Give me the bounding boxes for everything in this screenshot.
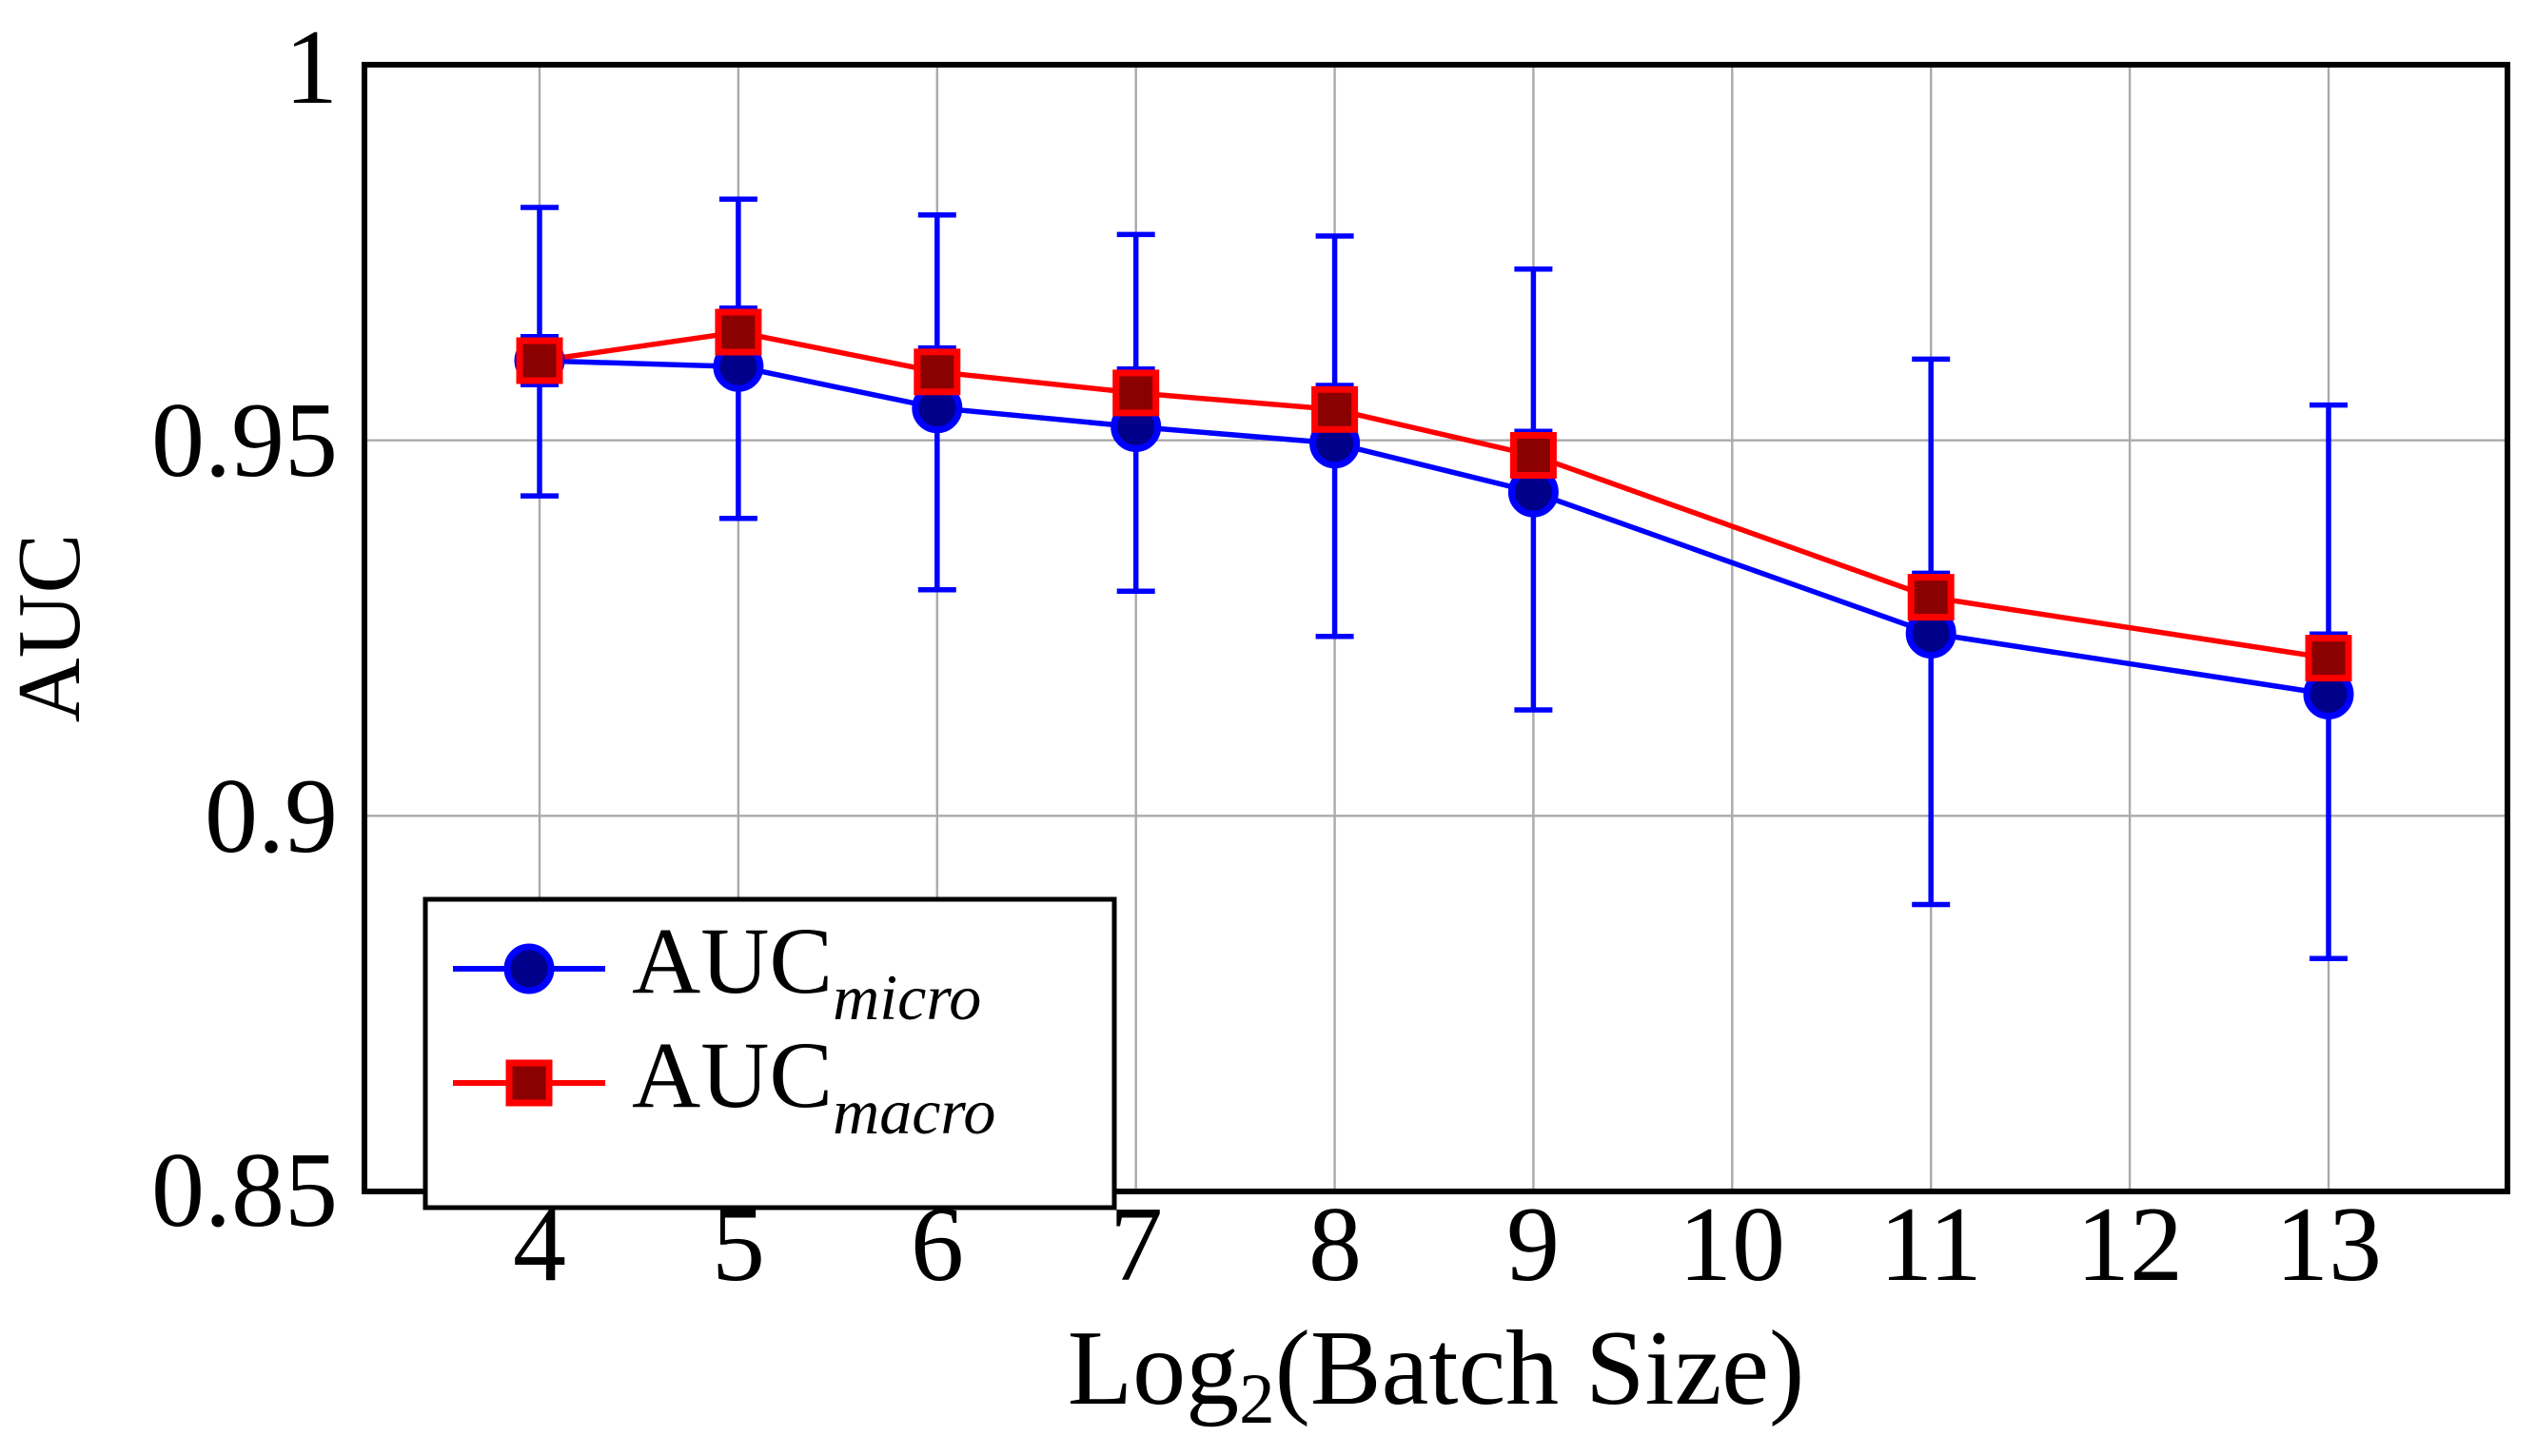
svg-text:8: 8 xyxy=(1308,1186,1362,1304)
svg-text:Log2(Batch Size): Log2(Batch Size) xyxy=(1068,1309,1805,1439)
svg-text:7: 7 xyxy=(1110,1186,1163,1304)
svg-text:0.95: 0.95 xyxy=(151,382,338,500)
svg-text:1: 1 xyxy=(285,9,338,127)
svg-text:0.9: 0.9 xyxy=(205,758,338,876)
svg-text:13: 13 xyxy=(2275,1186,2382,1304)
svg-text:12: 12 xyxy=(2076,1186,2183,1304)
svg-text:9: 9 xyxy=(1506,1186,1560,1304)
svg-text:AUC: AUC xyxy=(0,534,99,722)
svg-text:11: 11 xyxy=(1879,1186,1982,1304)
svg-text:10: 10 xyxy=(1679,1186,1785,1304)
svg-text:0.85: 0.85 xyxy=(151,1131,338,1249)
